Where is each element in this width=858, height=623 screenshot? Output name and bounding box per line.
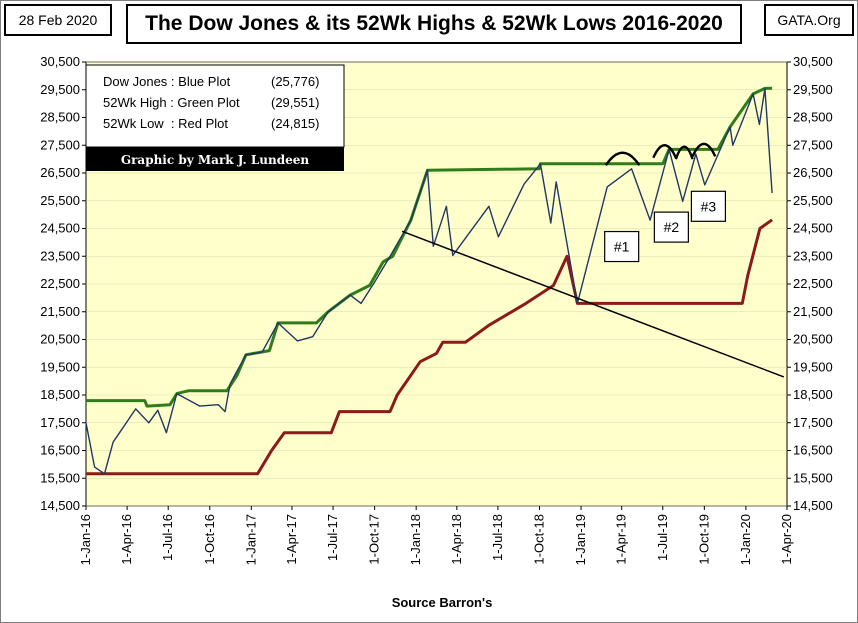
series-52wk-high	[86, 86, 773, 408]
legend-box	[85, 64, 345, 148]
legend-label-low: 52Wk Low : Red Plot	[103, 116, 228, 131]
x-tick-label: 1-Apr-18	[449, 514, 464, 565]
y-axis-right: 14,500 15,500 16,500 17,500 18,500 19,500 20,5…	[787, 54, 833, 513]
y-tick-label: 21,500	[40, 304, 80, 319]
legend-value-dow: (25,776)	[271, 74, 319, 89]
y-tick-label: 23,500	[40, 248, 80, 263]
x-tick-label: 1-Apr-16	[119, 514, 134, 565]
credit-box	[86, 147, 344, 171]
x-tick-label: 1-Jan-17	[243, 514, 258, 565]
y-tick-label: 28,500	[40, 110, 80, 125]
series-layer	[85, 86, 773, 476]
x-tick-label: 1-Apr-17	[284, 514, 299, 565]
y-tick-label: 16,500	[40, 443, 80, 458]
x-axis: 1-Jan-16 1-Apr-16 1-Jul-16 1-Oct-16 1-Jan-17…	[78, 506, 794, 565]
y-tick-label: 14,500	[793, 498, 833, 513]
date-label: 28 Feb 2020	[4, 4, 112, 36]
x-tick-label: 1-Oct-18	[531, 514, 546, 565]
legend-label-high: 52Wk High : Green Plot	[103, 95, 240, 110]
y-tick-label: 23,500	[793, 248, 833, 263]
annotation-label: #1	[614, 239, 630, 255]
y-tick-label: 20,500	[40, 332, 80, 347]
x-tick-label: 1-Oct-17	[367, 514, 382, 565]
y-tick-label: 22,500	[40, 276, 80, 291]
y-tick-label: 30,500	[793, 54, 833, 69]
trend-layer	[401, 230, 785, 378]
y-tick-label: 27,500	[40, 137, 80, 152]
x-tick-label: 1-Jan-16	[78, 514, 93, 565]
resistance-arc	[604, 151, 641, 166]
y-tick-label: 20,500	[793, 332, 833, 347]
trend-line	[401, 230, 785, 378]
legend-value-low: (24,815)	[271, 116, 319, 131]
y-tick-label: 14,500	[40, 498, 80, 513]
y-tick-label: 30,500	[40, 54, 80, 69]
y-tick-label: 19,500	[793, 359, 833, 374]
y-tick-label: 19,500	[40, 359, 80, 374]
y-tick-label: 24,500	[40, 221, 80, 236]
x-tick-label: 1-Oct-16	[202, 514, 217, 565]
y-tick-label: 17,500	[793, 415, 833, 430]
annotation-label: #3	[701, 198, 717, 214]
credit-text: Graphic by Mark J. Lundeen	[121, 153, 310, 167]
y-tick-label: 25,500	[793, 193, 833, 208]
annotation-label: #2	[664, 219, 680, 235]
y-tick-label: 15,500	[40, 470, 80, 485]
series-dow-jones	[85, 87, 773, 475]
x-axis-title: Source Barron's	[392, 595, 493, 610]
x-tick-label: 1-Jul-17	[325, 514, 340, 561]
y-tick-label: 26,500	[40, 165, 80, 180]
x-tick-label: 1-Jul-18	[490, 514, 505, 561]
x-tick-label: 1-Apr-20	[779, 514, 794, 565]
y-tick-label: 27,500	[793, 137, 833, 152]
y-tick-label: 21,500	[793, 304, 833, 319]
x-tick-label: 1-Apr-19	[614, 514, 629, 565]
y-tick-label: 22,500	[793, 276, 833, 291]
y-tick-label: 15,500	[793, 470, 833, 485]
resistance-arc	[691, 142, 717, 157]
y-tick-label: 17,500	[40, 415, 80, 430]
y-tick-label: 29,500	[793, 82, 833, 97]
x-tick-label: 1-Oct-19	[696, 514, 711, 565]
annotation-box	[653, 211, 689, 243]
annotation-layer: #1 #2 #3	[604, 190, 727, 263]
x-tick-label: 1-Jan-20	[738, 514, 753, 565]
x-tick-label: 1-Jul-19	[655, 514, 670, 561]
legend-value-high: (29,551)	[271, 95, 319, 110]
annotation-box	[690, 190, 727, 222]
y-tick-label: 18,500	[40, 387, 80, 402]
y-tick-label: 16,500	[793, 443, 833, 458]
source-label: GATA.Org	[764, 4, 854, 36]
series-52wk-low	[86, 218, 773, 476]
y-tick-label: 29,500	[40, 82, 80, 97]
y-tick-label: 18,500	[793, 387, 833, 402]
arc-layer	[604, 142, 717, 166]
y-tick-label: 24,500	[793, 221, 833, 236]
annotation-box	[604, 230, 640, 263]
y-tick-label: 25,500	[40, 193, 80, 208]
chart-title: The Dow Jones & its 52Wk Highs & 52Wk Lo…	[126, 4, 742, 44]
y-tick-label: 28,500	[793, 110, 833, 125]
x-tick-label: 1-Jul-16	[160, 514, 175, 561]
y-tick-label: 26,500	[793, 165, 833, 180]
x-tick-label: 1-Jan-18	[408, 514, 423, 565]
resistance-arc	[652, 144, 677, 159]
legend: Dow Jones : Blue Plot (25,776) 52Wk High…	[85, 64, 345, 171]
resistance-arc	[674, 145, 694, 160]
y-axis-left: 14,500 15,500 16,500 17,500 18,500 19,500 20,5…	[40, 54, 86, 513]
x-tick-label: 1-Jan-19	[573, 514, 588, 565]
legend-label-dow: Dow Jones : Blue Plot	[103, 74, 231, 89]
